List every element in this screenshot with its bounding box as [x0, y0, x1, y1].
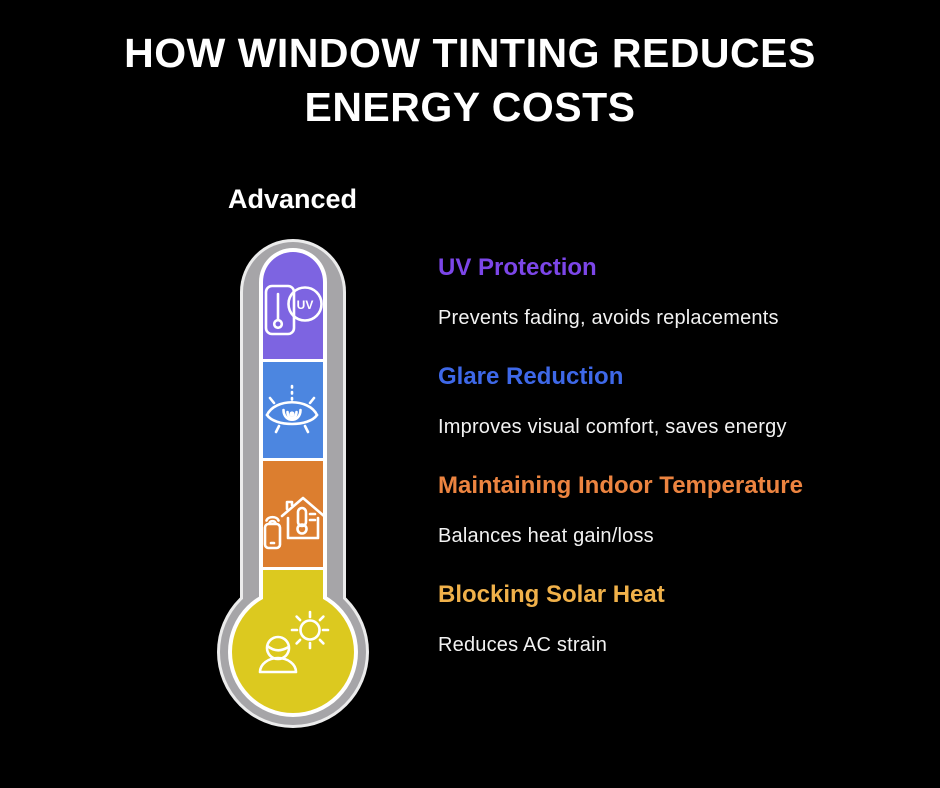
feature-heading: Glare Reduction: [438, 363, 624, 390]
feature-indoor-temperature: Maintaining Indoor Temperature Balances …: [438, 472, 908, 548]
page-title-line2: ENERGY COSTS: [304, 84, 636, 130]
window-blind-uv-icon: UV: [264, 284, 323, 336]
uv-badge-label: UV: [297, 298, 314, 312]
feature-heading: Maintaining Indoor Temperature: [438, 472, 803, 499]
feature-list: UV Protection Prevents fading, avoids re…: [438, 254, 908, 690]
feature-solar-heat: Blocking Solar Heat Reduces AC strain: [438, 581, 908, 657]
feature-description: Prevents fading, avoids replacements: [438, 307, 779, 329]
feature-description: Improves visual comfort, saves energy: [438, 416, 787, 438]
feature-heading: Blocking Solar Heat: [438, 581, 665, 608]
level-label: Advanced: [228, 184, 358, 214]
feature-glare-reduction: Glare Reduction Improves visual comfort,…: [438, 363, 908, 439]
segment-solar-heat-bulb: [232, 591, 354, 713]
person-sun-icon: [258, 610, 330, 674]
smart-home-thermostat-icon: [263, 496, 326, 550]
feature-description: Balances heat gain/loss: [438, 525, 654, 547]
feature-uv-protection: UV Protection Prevents fading, avoids re…: [438, 254, 908, 330]
feature-description: Reduces AC strain: [438, 634, 608, 656]
page-title: HOW WINDOW TINTING REDUCES ENERGY COSTS: [0, 26, 940, 134]
page-title-line1: HOW WINDOW TINTING REDUCES: [124, 30, 816, 76]
feature-heading: UV Protection: [438, 254, 597, 281]
eye-icon: [265, 384, 319, 434]
